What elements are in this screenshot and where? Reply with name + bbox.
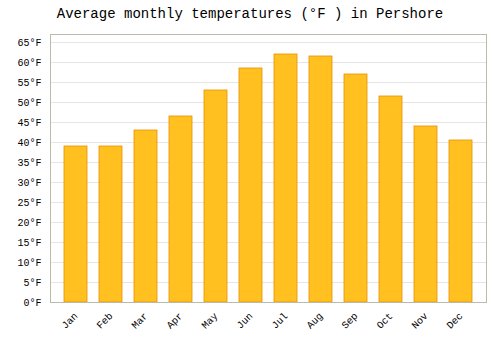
svg-text:50°F: 50°F (17, 98, 41, 109)
svg-text:Aug: Aug (305, 311, 326, 332)
svg-text:May: May (200, 311, 221, 332)
svg-text:25°F: 25°F (17, 198, 41, 209)
svg-text:30°F: 30°F (17, 178, 41, 189)
svg-text:Jun: Jun (235, 311, 256, 332)
svg-text:60°F: 60°F (17, 58, 41, 69)
svg-text:65°F: 65°F (17, 38, 41, 49)
svg-text:Oct: Oct (375, 311, 396, 332)
svg-text:10°F: 10°F (17, 258, 41, 269)
svg-text:Feb: Feb (95, 311, 116, 332)
svg-text:Nov: Nov (410, 311, 431, 332)
svg-text:45°F: 45°F (17, 118, 41, 129)
svg-text:15°F: 15°F (17, 238, 41, 249)
svg-text:Sep: Sep (340, 311, 361, 332)
svg-text:35°F: 35°F (17, 158, 41, 169)
svg-text:20°F: 20°F (17, 218, 41, 229)
svg-text:Dec: Dec (445, 311, 466, 332)
svg-text:Apr: Apr (165, 311, 186, 332)
svg-text:Jul: Jul (270, 311, 291, 332)
svg-text:0°F: 0°F (23, 298, 41, 309)
html-text:Average monthly temperatures (: Average monthly temperatures (°F ) in Pe… (56, 6, 444, 22)
svg-text:55°F: 55°F (17, 78, 41, 89)
svg-text:5°F: 5°F (23, 278, 41, 289)
svg-text:Jan: Jan (60, 311, 81, 332)
svg-text:Mar: Mar (130, 311, 151, 332)
svg-text:40°F: 40°F (17, 138, 41, 149)
